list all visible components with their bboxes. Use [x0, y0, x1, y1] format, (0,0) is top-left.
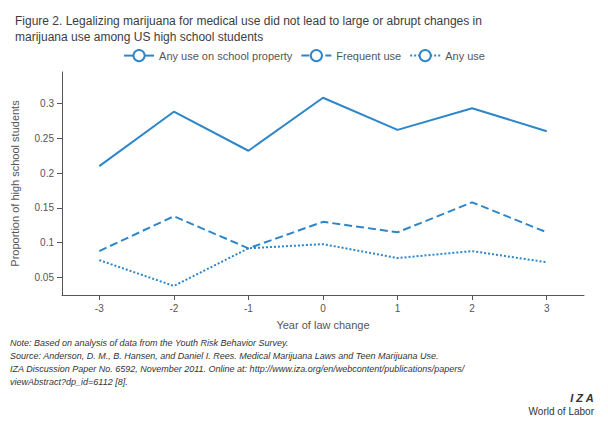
svg-text:0: 0	[320, 303, 326, 314]
svg-text:0.15: 0.15	[35, 202, 55, 213]
svg-text:1: 1	[395, 303, 401, 314]
svg-text:0.3: 0.3	[40, 98, 54, 109]
svg-text:-2: -2	[169, 303, 178, 314]
svg-text:marijuana use among US high sc: marijuana use among US high school stude…	[15, 30, 263, 44]
svg-text:-3: -3	[95, 303, 104, 314]
svg-text:3: 3	[544, 303, 550, 314]
svg-text:World of Labor: World of Labor	[529, 406, 595, 417]
svg-text:-1: -1	[244, 303, 253, 314]
svg-text:Source: Anderson, D. M., B. Ha: Source: Anderson, D. M., B. Hansen, and …	[10, 351, 439, 361]
svg-text:2: 2	[469, 303, 475, 314]
svg-text:Note: Based on analysis of dat: Note: Based on analysis of data from the…	[10, 338, 288, 348]
svg-text:Proportion of high school stud: Proportion of high school students	[9, 100, 21, 267]
svg-text:Frequent use: Frequent use	[336, 50, 401, 62]
svg-text:IZA Discussion Paper No. 6592,: IZA Discussion Paper No. 6592, November …	[10, 364, 466, 374]
svg-text:Figure 2. Legalizing marijuana: Figure 2. Legalizing marijuana for medic…	[15, 14, 482, 28]
svg-text:viewAbstract?dp_id=6112 [8].: viewAbstract?dp_id=6112 [8].	[10, 377, 128, 387]
svg-text:0.2: 0.2	[40, 168, 54, 179]
svg-text:0.25: 0.25	[35, 133, 55, 144]
svg-text:Year of law change: Year of law change	[276, 319, 369, 331]
svg-text:Any use: Any use	[445, 50, 485, 62]
svg-text:I Z A: I Z A	[570, 392, 593, 404]
svg-text:0.1: 0.1	[40, 237, 54, 248]
svg-text:Any use on school property: Any use on school property	[159, 50, 293, 62]
svg-text:0.05: 0.05	[35, 272, 55, 283]
